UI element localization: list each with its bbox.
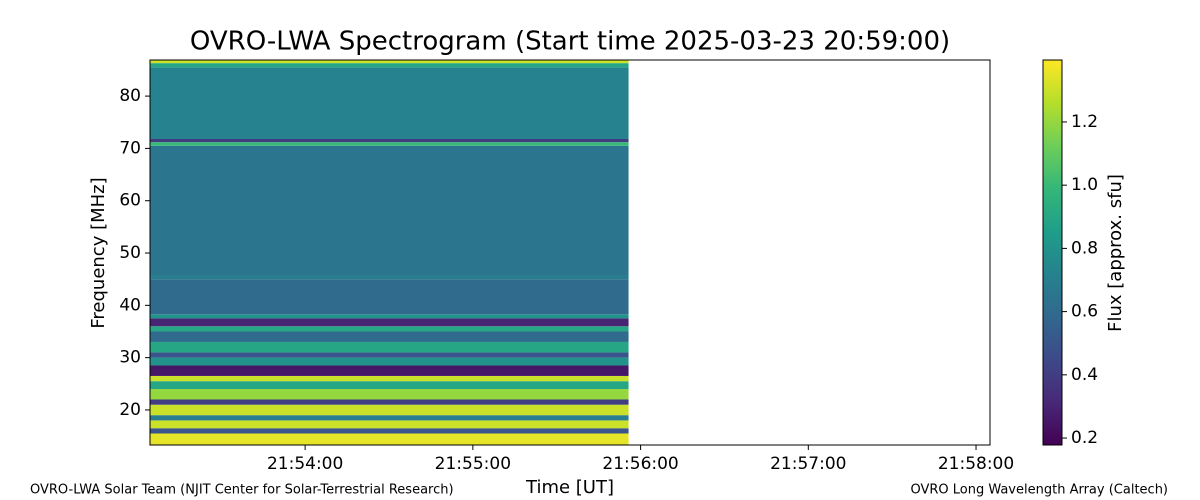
colorbar-tick-label: 1.2	[1071, 112, 1098, 132]
colorbar	[1042, 59, 1063, 446]
spectrogram-band	[150, 138, 629, 143]
y-tick-label: 50	[119, 243, 141, 263]
colorbar-tick-label: 0.2	[1071, 428, 1098, 448]
y-axis-label: Frequency [MHz]	[88, 177, 109, 328]
y-tick-label: 20	[119, 400, 141, 420]
spectrogram-band	[150, 145, 629, 275]
x-tick-label: 21:58:00	[938, 454, 1014, 474]
spectrogram-band	[150, 67, 629, 139]
spectrogram-band	[150, 375, 629, 382]
spectrogram-band	[150, 365, 629, 376]
x-tick-label: 21:57:00	[770, 454, 846, 474]
footer-right: OVRO Long Wavelength Array (Caltech)	[910, 483, 1168, 498]
spectrogram-band	[150, 404, 629, 416]
colorbar-label: Flux [approx. sfu]	[1105, 174, 1126, 332]
spectrogram-band	[150, 389, 629, 400]
spectrogram-band	[150, 314, 629, 319]
spectrogram-band	[150, 63, 629, 68]
spectrogram-band	[150, 399, 629, 405]
spectrogram-band	[150, 352, 629, 358]
spectrogram-band	[150, 318, 629, 327]
spectrogram-band	[150, 326, 629, 332]
x-tick-label: 21:54:00	[267, 454, 343, 474]
footer-left: OVRO-LWA Solar Team (NJIT Center for Sol…	[30, 483, 454, 498]
plot-frame	[149, 59, 991, 446]
y-tick-label: 70	[119, 138, 141, 158]
colorbar-tick-label: 0.6	[1071, 302, 1098, 322]
spectrogram-band	[150, 428, 629, 434]
y-tick-label: 30	[119, 348, 141, 368]
spectrogram-band	[150, 433, 629, 445]
colorbar-tick-label: 0.8	[1071, 238, 1098, 258]
spectrogram-band	[150, 381, 629, 390]
spectrogram-band	[150, 274, 629, 280]
x-tick-label: 21:56:00	[602, 454, 678, 474]
spectrogram-band	[150, 420, 629, 429]
colorbar-tick-label: 1.0	[1071, 175, 1098, 195]
x-axis-label: Time [UT]	[525, 477, 614, 498]
spectrogram-band	[150, 357, 629, 366]
y-tick-label: 40	[119, 295, 141, 315]
chart-title: OVRO-LWA Spectrogram (Start time 2025-03…	[190, 27, 950, 57]
y-tick-label: 60	[119, 191, 141, 211]
spectrogram-band	[150, 415, 629, 421]
y-tick-label: 80	[119, 86, 141, 106]
x-tick-label: 21:55:00	[435, 454, 511, 474]
colorbar-tick-label: 0.4	[1071, 365, 1098, 385]
spectrogram-band	[150, 331, 629, 342]
spectrogram-band	[150, 60, 629, 64]
spectrogram-band	[150, 279, 629, 315]
spectrogram-band	[150, 341, 629, 353]
spectrogram-band	[150, 142, 629, 146]
